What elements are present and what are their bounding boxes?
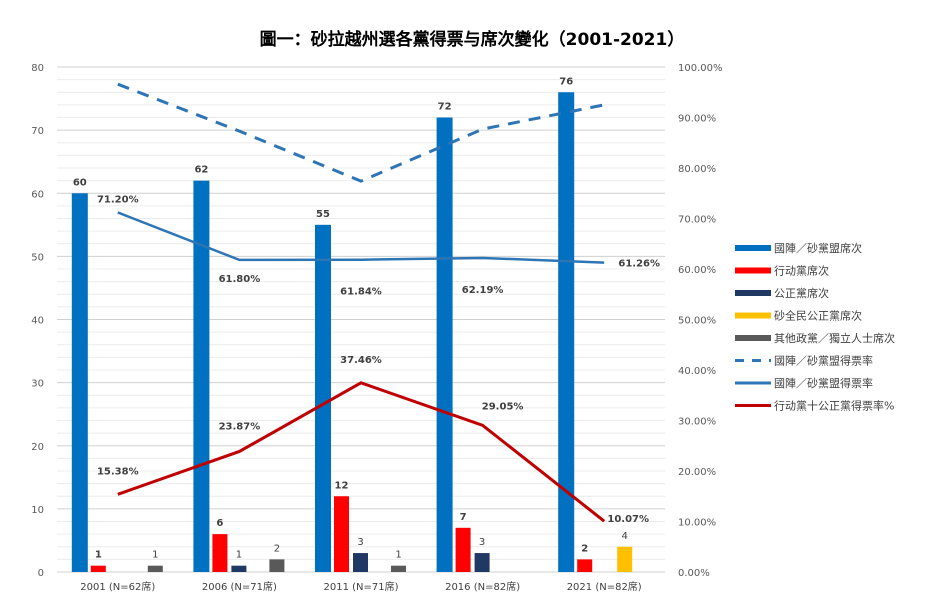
bar	[474, 553, 490, 572]
right-axis-tick: 40.00%	[678, 366, 716, 377]
left-axis-tick: 50	[31, 252, 44, 263]
legend-swatch	[735, 335, 771, 341]
left-axis-tick: 0	[38, 568, 44, 579]
bar-data-label: 7	[460, 512, 467, 523]
line-data-label: 71.20%	[97, 194, 139, 205]
left-axis-tick: 30	[31, 379, 44, 390]
bar-data-label: 1	[236, 550, 242, 561]
bar-data-label: 2	[581, 543, 588, 554]
bar-data-label: 6	[216, 518, 223, 529]
x-axis-tick: 2016 (N=82席)	[445, 580, 520, 593]
bar-data-label: 55	[316, 209, 330, 220]
bar	[558, 92, 575, 572]
legend-label: 其他政黨／獨立人士席次	[774, 331, 895, 345]
left-axis-tick: 40	[31, 316, 44, 327]
right-axis-tick: 60.00%	[678, 265, 716, 276]
bar	[231, 565, 247, 572]
right-axis-tick: 0.00%	[678, 568, 710, 579]
legend-label: 公正黨席次	[774, 286, 829, 300]
bar-data-label: 12	[335, 480, 349, 491]
legend-label: 國陣／砂黨盟得票率	[774, 354, 873, 368]
bar	[391, 565, 406, 572]
legend-swatch	[735, 267, 771, 274]
line-data-label: 61.80%	[219, 274, 261, 285]
bar-data-label: 60	[73, 177, 87, 188]
line-data-label: 37.46%	[340, 355, 382, 366]
line-data-label: 61.84%	[340, 287, 382, 298]
right-axis-tick: 70.00%	[678, 215, 716, 226]
legend-swatch	[735, 245, 771, 251]
bar-data-label: 3	[479, 537, 485, 548]
bar	[577, 559, 593, 572]
bar-data-label: 62	[194, 165, 208, 176]
right-axis-tick: 50.00%	[678, 316, 716, 327]
legend-label: 國陣／砂黨盟得票率	[774, 376, 873, 390]
line-data-label: 10.07%	[607, 514, 649, 525]
bar	[436, 117, 453, 572]
right-axis-tick: 90.00%	[678, 114, 716, 125]
legend-label: 砂全民公正黨席次	[774, 309, 862, 323]
bar-data-label: 72	[438, 102, 452, 113]
legend-swatch	[735, 312, 771, 319]
bar	[334, 496, 349, 572]
bar	[90, 565, 106, 572]
line-series	[117, 82, 605, 183]
left-axis-tick: 80	[31, 63, 44, 74]
x-axis-tick: 2006 (N=71席)	[202, 580, 277, 593]
bar	[353, 553, 368, 572]
bar	[71, 193, 88, 572]
right-axis-tick: 80.00%	[678, 164, 716, 175]
bar	[193, 180, 210, 572]
legend-label: 行动黨十公正黨得票率%	[774, 399, 894, 413]
line-series	[117, 211, 605, 264]
right-axis-tick: 100.00%	[678, 63, 723, 74]
legend-label: 行动黨席次	[774, 264, 829, 278]
x-axis-tick: 2001 (N=62席)	[80, 580, 155, 593]
right-axis-tick: 10.00%	[678, 518, 716, 529]
bar	[147, 565, 163, 572]
bar-data-label: 2	[274, 543, 280, 554]
bar-data-label: 1	[152, 550, 158, 561]
legend-label: 國陣／砂黨盟席次	[774, 241, 862, 255]
left-axis-tick: 60	[31, 189, 44, 200]
right-axis-tick: 30.00%	[678, 417, 716, 428]
right-axis-tick: 20.00%	[678, 467, 716, 478]
bar-data-label: 4	[622, 531, 628, 542]
bar	[269, 559, 285, 572]
line-data-label: 62.19%	[462, 285, 504, 296]
line-data-label: 23.87%	[219, 421, 261, 432]
line-data-label: 29.05%	[482, 401, 524, 412]
bar-data-label: 1	[95, 550, 102, 561]
left-axis-tick: 10	[31, 505, 44, 516]
bar	[212, 534, 228, 572]
bar-data-label: 76	[559, 76, 573, 87]
legend-swatch	[735, 290, 771, 296]
x-axis-tick: 2011 (N=71席)	[323, 580, 398, 593]
bar-data-label: 1	[395, 550, 401, 561]
left-axis-tick: 20	[31, 442, 44, 453]
line-series	[117, 381, 606, 523]
bar-data-label: 3	[357, 537, 363, 548]
line-data-label: 15.38%	[97, 466, 139, 477]
bar	[315, 224, 331, 572]
x-axis-tick: 2021 (N=82席)	[567, 580, 642, 593]
line-data-label: 61.26%	[618, 259, 660, 270]
bar	[617, 546, 633, 572]
bar	[455, 527, 471, 572]
chart-title: 圖一：砂拉越州選各黨得票与席次變化（2001-2021）	[260, 29, 685, 50]
left-axis-tick: 70	[31, 126, 44, 137]
